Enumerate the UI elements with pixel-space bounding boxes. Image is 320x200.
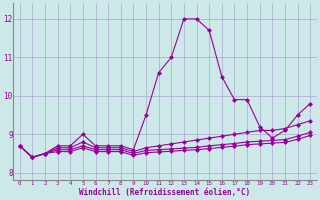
X-axis label: Windchill (Refroidissement éolien,°C): Windchill (Refroidissement éolien,°C): [79, 188, 251, 197]
